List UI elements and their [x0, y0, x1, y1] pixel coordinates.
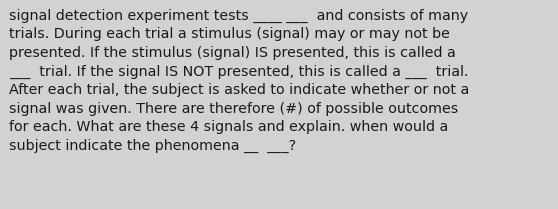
Text: signal detection experiment tests ____ ___  and consists of many
trials. During : signal detection experiment tests ____ _… [9, 8, 470, 153]
